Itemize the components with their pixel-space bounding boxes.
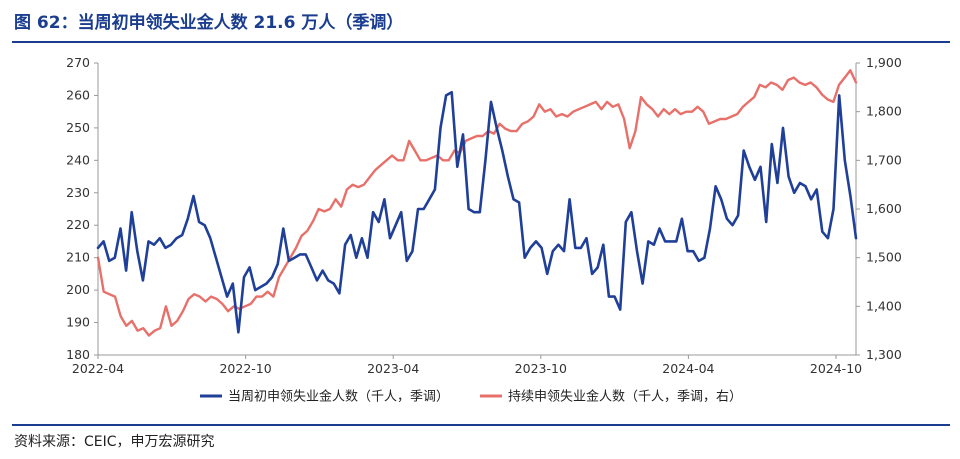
series-line-continuing-claims xyxy=(96,69,858,337)
right-tick-label: 1,500 xyxy=(866,250,902,265)
source-note: 资料来源：CEIC，申万宏源研究 xyxy=(14,434,215,450)
legend-label: 持续申领失业金人数（千人，季调，右） xyxy=(508,389,742,405)
legend-initial-claims: 当周初申领失业金人数（千人，季调） xyxy=(200,389,449,405)
left-tick-label: 260 xyxy=(66,87,90,102)
right-tick-label: 1,700 xyxy=(866,152,902,167)
x-tick-label: 2024-10 xyxy=(810,361,862,376)
left-tick-label: 220 xyxy=(66,217,90,232)
right-tick-label: 1,600 xyxy=(866,201,902,216)
right-tick-label: 1,300 xyxy=(866,347,902,362)
left-tick-label: 200 xyxy=(66,282,90,297)
title-divider xyxy=(12,41,950,43)
x-tick-label: 2022-10 xyxy=(219,361,271,376)
footer-divider xyxy=(12,424,950,426)
left-tick-label: 240 xyxy=(66,152,90,167)
legend-label: 当周初申领失业金人数（千人，季调） xyxy=(228,389,449,405)
right-tick-label: 1,800 xyxy=(866,104,902,119)
x-tick-label: 2023-04 xyxy=(367,361,419,376)
left-tick-label: 180 xyxy=(66,347,90,362)
right-tick-label: 1,900 xyxy=(866,55,902,70)
chart-axes: 180 190 200 210 220 230 240 250 260 270 1,300 1,400… xyxy=(66,55,902,376)
left-tick-label: 270 xyxy=(66,55,90,70)
x-tick-label: 2023-10 xyxy=(515,361,567,376)
x-tick-label: 2024-04 xyxy=(662,361,714,376)
legend-continuing-claims: 持续申领失业金人数（千人，季调，右） xyxy=(480,389,742,405)
x-tick-label: 2022-04 xyxy=(72,361,124,376)
left-tick-label: 210 xyxy=(66,250,90,265)
chart-title: 图 62：当周初申领失业金人数 21.6 万人（季调） xyxy=(14,13,404,33)
chart-series xyxy=(96,69,858,337)
series-line-initial-claims xyxy=(96,90,858,334)
left-tick-label: 230 xyxy=(66,185,90,200)
chart-legend: 当周初申领失业金人数（千人，季调） 持续申领失业金人数（千人，季调，右） xyxy=(200,389,742,405)
left-tick-label: 250 xyxy=(66,120,90,135)
right-tick-label: 1,400 xyxy=(866,298,902,313)
left-tick-label: 190 xyxy=(66,315,90,330)
